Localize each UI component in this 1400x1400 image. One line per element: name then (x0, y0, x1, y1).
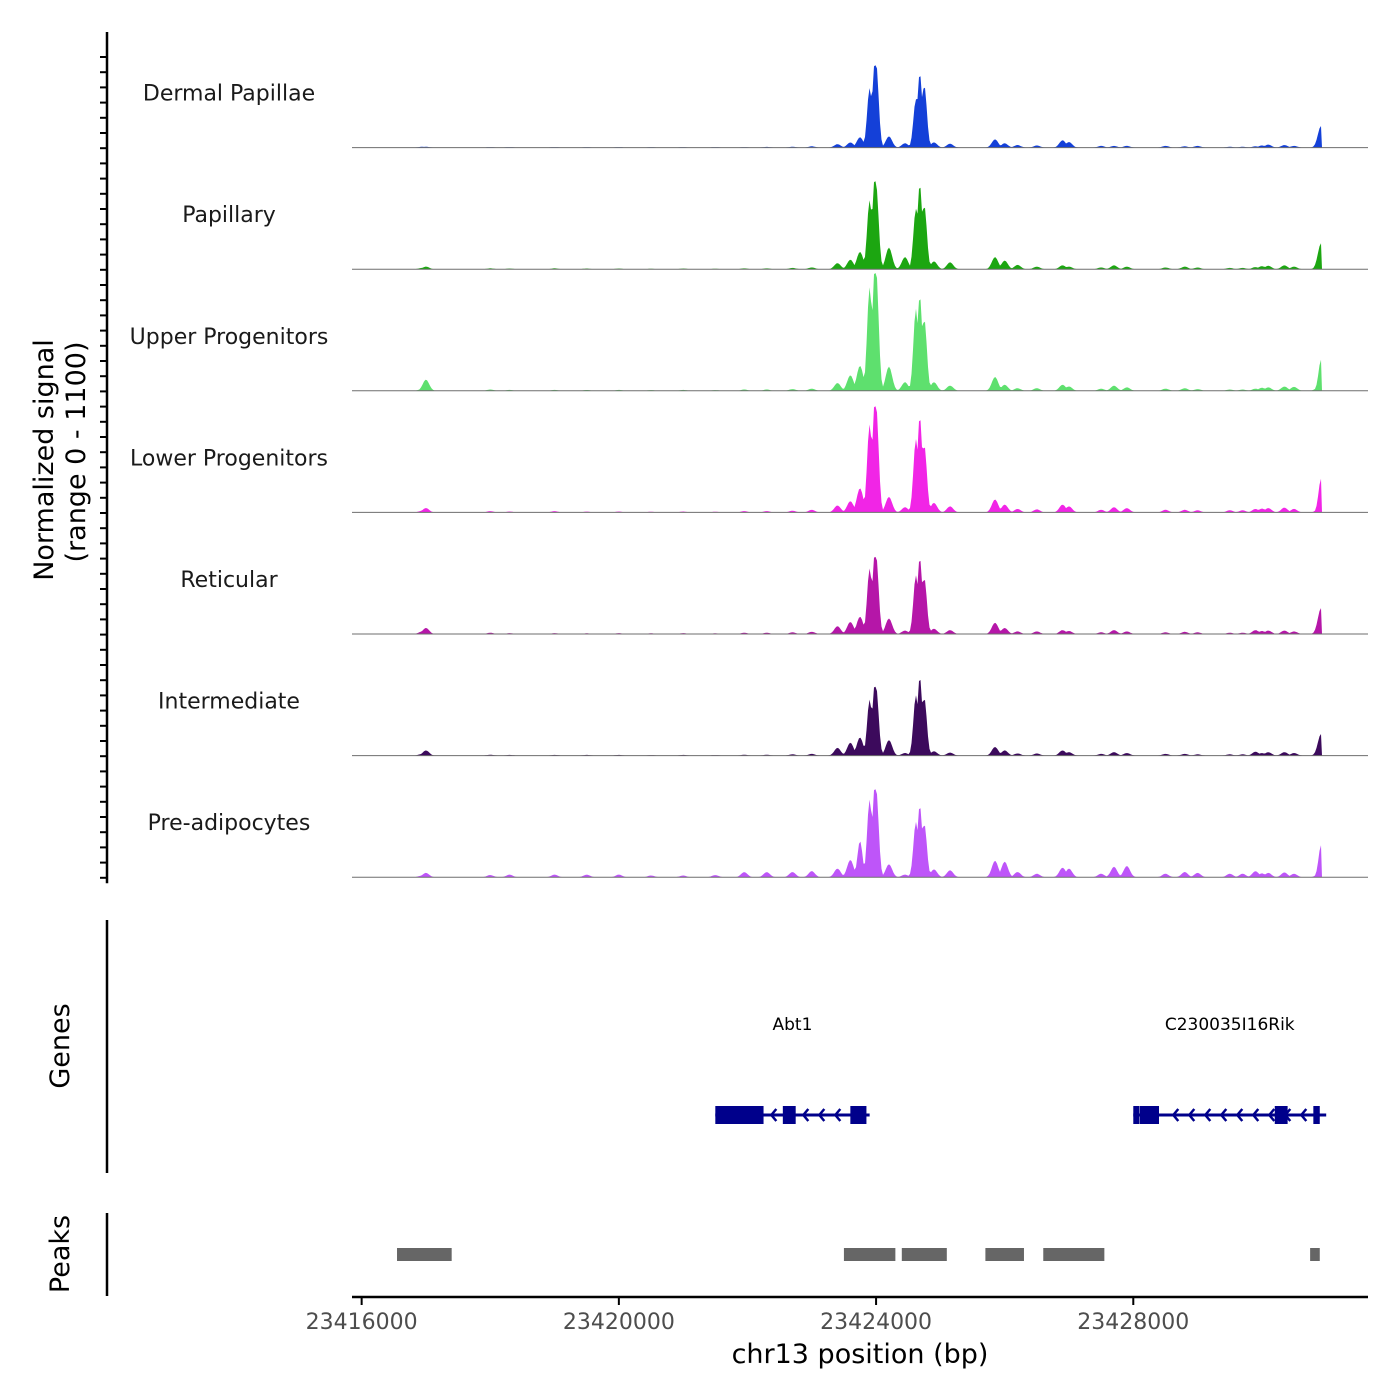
strand-arrow (1171, 1108, 1180, 1122)
track-label: Lower Progenitors (130, 446, 328, 471)
coverage-tracks: Dermal Papillae Papillary Upper Progenitor… (130, 65, 1368, 878)
strand-arrow (1299, 1108, 1308, 1122)
peak-region (843, 1248, 896, 1261)
track-pre-adipocytes: Pre-adipocytes (148, 789, 1368, 878)
strand-arrow (1187, 1108, 1196, 1122)
track-label: Intermediate (158, 690, 300, 715)
strand-arrow (833, 1108, 842, 1122)
track-label: Reticular (180, 568, 278, 593)
strand-arrow (1251, 1108, 1260, 1122)
track-intermediate: Intermediate (158, 680, 1368, 757)
track-label: Upper Progenitors (130, 325, 329, 350)
gene-label: Abt1 (773, 1015, 813, 1035)
strand-arrow (1267, 1108, 1276, 1122)
x-tick-label: 23428000 (1077, 1310, 1189, 1335)
coverage-area (352, 680, 1322, 756)
x-tick-label: 23420000 (563, 1310, 675, 1335)
strand-arrow (1203, 1108, 1212, 1122)
coverage-area (352, 789, 1322, 878)
strand-arrow (1235, 1108, 1244, 1122)
track-dermal-papillae: Dermal Papillae (143, 65, 1368, 149)
peaks-panel-label: Peaks (45, 1215, 76, 1293)
gene-abt1: Abt1 (715, 1015, 870, 1124)
gene-exon (1313, 1106, 1320, 1124)
track-upper-progenitors: Upper Progenitors (130, 273, 1368, 392)
track-papillary: Papillary (182, 181, 1368, 270)
gene-exon (715, 1106, 764, 1124)
strand-arrow (817, 1108, 826, 1122)
gene-exon (782, 1106, 796, 1124)
track-label: Pre-adipocytes (148, 811, 311, 836)
coverage-area (352, 273, 1322, 391)
coverage-area (352, 181, 1322, 270)
track-label: Papillary (182, 203, 276, 228)
gene-c230035i16rik: C230035I16Rik (1133, 1015, 1327, 1124)
coverage-area (352, 406, 1322, 513)
strand-arrow (801, 1108, 810, 1122)
strand-arrow (769, 1108, 778, 1122)
gene-exon (850, 1106, 867, 1124)
track-reticular: Reticular (180, 556, 1368, 635)
y-axis-title-line1: Normalized signal (29, 339, 60, 581)
coverage-area (352, 556, 1322, 634)
track-label: Dermal Papillae (143, 82, 315, 107)
gene-exon (1139, 1106, 1160, 1124)
gene-exon (1133, 1106, 1140, 1124)
x-tick-label: 23424000 (820, 1310, 932, 1335)
signal-y-axis (100, 32, 109, 884)
peak-regions-track (397, 1248, 1320, 1261)
genes-panel-label: Genes (45, 1003, 76, 1088)
gene-exon (1274, 1106, 1288, 1124)
y-axis-title-line2: (range 0 - 1100) (61, 342, 92, 563)
peak-region (397, 1248, 452, 1261)
coverage-area (352, 65, 1322, 148)
peak-region (1043, 1248, 1105, 1261)
x-tick-label: 23416000 (306, 1310, 418, 1335)
strand-arrow (1219, 1108, 1228, 1122)
x-axis-title: chr13 position (bp) (732, 1339, 989, 1370)
track-lower-progenitors: Lower Progenitors (130, 406, 1368, 513)
gene-track: Abt1 C230035I16Rik (715, 1015, 1327, 1124)
peak-region (1310, 1248, 1320, 1261)
x-axis: 23416000 23420000 23424000 23428000 (306, 1295, 1368, 1335)
peak-region (985, 1248, 1024, 1261)
peak-region (901, 1248, 947, 1261)
gene-label: C230035I16Rik (1165, 1015, 1295, 1035)
